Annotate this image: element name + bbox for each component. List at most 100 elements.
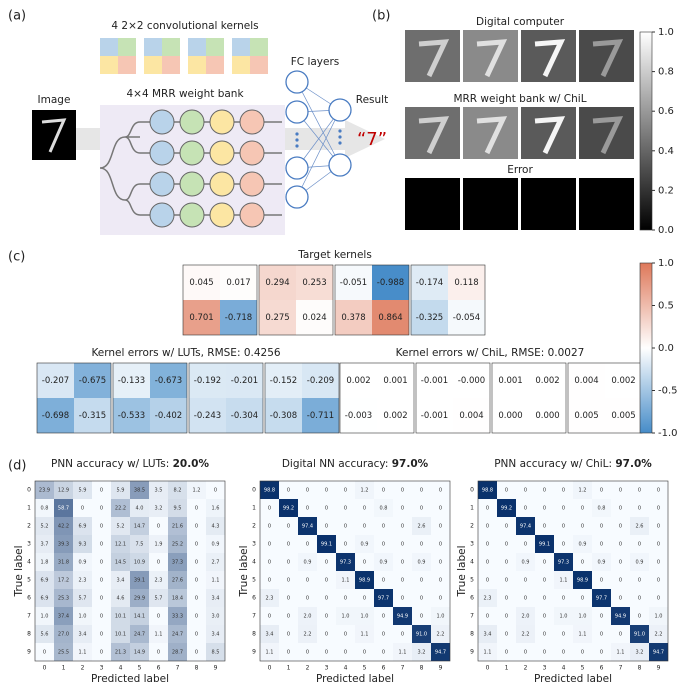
matrix-cell bbox=[92, 499, 111, 517]
matrix-cell bbox=[35, 625, 54, 643]
cell-value: 0 bbox=[619, 524, 622, 530]
cell-value: 0 bbox=[43, 650, 46, 656]
matrix-cell bbox=[187, 481, 206, 499]
colorbar bbox=[639, 31, 653, 231]
cell-value: 0 bbox=[306, 542, 309, 548]
matrix-cell bbox=[168, 571, 187, 589]
colorbar-tick-label: -1.0 bbox=[658, 428, 678, 439]
cell-value: 0 bbox=[600, 524, 603, 530]
cell-value: 0 bbox=[600, 488, 603, 494]
matrix-cell bbox=[35, 607, 54, 625]
colorbar bbox=[639, 262, 653, 434]
matrix-cell bbox=[168, 517, 187, 535]
cell-value: 97.4 bbox=[302, 524, 313, 530]
cell-value: 7.5 bbox=[136, 542, 144, 548]
matrix-cell bbox=[431, 571, 450, 589]
cell-value: 0 bbox=[268, 506, 271, 512]
cell-value: 0 bbox=[581, 560, 584, 566]
cell-value: 94.9 bbox=[397, 614, 408, 620]
cell-value: 10.1 bbox=[115, 614, 126, 620]
matrix-cell bbox=[206, 553, 225, 571]
colorbar-tick-label: 0.0 bbox=[658, 225, 674, 236]
cell-value: 0 bbox=[344, 542, 347, 548]
mrr bbox=[239, 109, 265, 135]
matrix-title: PNN accuracy w/ ChiL: 97.0% bbox=[494, 458, 652, 470]
matrix-cell bbox=[317, 589, 336, 607]
cell-value: 6.9 bbox=[41, 596, 49, 602]
cell-value: 0 bbox=[401, 488, 404, 494]
matrix-cell bbox=[149, 571, 168, 589]
matrix-cell bbox=[497, 535, 516, 553]
matrix-cell bbox=[260, 499, 279, 517]
kernel-frame bbox=[415, 362, 491, 434]
matrix-cell bbox=[168, 499, 187, 517]
cell-value: 0 bbox=[325, 596, 328, 602]
matrix-cell bbox=[592, 643, 611, 661]
matrix-cell bbox=[355, 535, 374, 553]
cell-value: 0 bbox=[306, 578, 309, 584]
matrix-cell bbox=[573, 607, 592, 625]
kernel-cell bbox=[411, 265, 448, 300]
cell-value: 0 bbox=[287, 542, 290, 548]
x-tick-label: 4 bbox=[344, 665, 348, 672]
cell-value: 0 bbox=[562, 542, 565, 548]
cell-value: 0 bbox=[100, 650, 103, 656]
matrix-cell bbox=[206, 571, 225, 589]
matrix-cell bbox=[393, 589, 412, 607]
cell-value: 0 bbox=[287, 524, 290, 530]
matrix-cell bbox=[630, 517, 649, 535]
matrix-cell bbox=[298, 625, 317, 643]
matrix-cell bbox=[168, 481, 187, 499]
matrix-cell bbox=[649, 481, 668, 499]
matrix-cell bbox=[111, 643, 130, 661]
row-title: Digital computer bbox=[476, 16, 565, 28]
cell-value: 0 bbox=[382, 542, 385, 548]
feature-stroke bbox=[592, 116, 624, 155]
kernel-frame bbox=[258, 264, 334, 336]
kernel-cell bbox=[453, 363, 490, 398]
matrix-cell bbox=[649, 589, 668, 607]
feature-map bbox=[521, 178, 576, 230]
mrr bbox=[209, 140, 235, 166]
y-tick-label: 6 bbox=[252, 595, 256, 602]
matrix-cell bbox=[168, 643, 187, 661]
matrix-cell bbox=[149, 589, 168, 607]
cell-value: 0 bbox=[344, 632, 347, 638]
ellipsis-dot bbox=[295, 138, 299, 142]
cell-value: 99.1 bbox=[321, 542, 332, 548]
kernel-cell bbox=[220, 300, 257, 335]
cell-value: 0 bbox=[600, 650, 603, 656]
kernel-cell bbox=[150, 363, 187, 398]
mrr bbox=[209, 109, 235, 135]
title-accuracy: 97.0% bbox=[392, 458, 429, 470]
kernel-frame bbox=[339, 362, 415, 434]
cell-value: 0 bbox=[439, 542, 442, 548]
kernel-value: 0.002 bbox=[383, 411, 407, 421]
matrix-cell bbox=[298, 499, 317, 517]
cell-value: 1.1 bbox=[212, 578, 220, 584]
matrix-cell bbox=[149, 553, 168, 571]
matrix-cell bbox=[431, 499, 450, 517]
cell-value: 1.1 bbox=[79, 650, 87, 656]
matrix-cell bbox=[516, 481, 535, 499]
kernel-cell bbox=[372, 265, 409, 300]
matrix-cell bbox=[130, 589, 149, 607]
kernel-value: 0.045 bbox=[189, 278, 213, 288]
matrix-cell bbox=[431, 481, 450, 499]
matrix-cell bbox=[554, 499, 573, 517]
y-tick-label: 1 bbox=[252, 505, 256, 512]
cell-value: 2.3 bbox=[484, 596, 492, 602]
matrix-cell bbox=[374, 589, 393, 607]
kernel-cell bbox=[335, 265, 372, 300]
matrix-cell bbox=[92, 607, 111, 625]
cell-value: 0 bbox=[382, 650, 385, 656]
matrix-cell bbox=[611, 643, 630, 661]
y-tick-label: 4 bbox=[27, 559, 31, 566]
matrix-cell bbox=[431, 625, 450, 643]
cell-value: 0 bbox=[420, 596, 423, 602]
cell-value: 5.9 bbox=[117, 488, 125, 494]
matrix-cell bbox=[298, 589, 317, 607]
x-tick-label: 9 bbox=[657, 665, 661, 672]
cell-value: 0 bbox=[157, 524, 160, 530]
matrix-cell bbox=[554, 553, 573, 571]
